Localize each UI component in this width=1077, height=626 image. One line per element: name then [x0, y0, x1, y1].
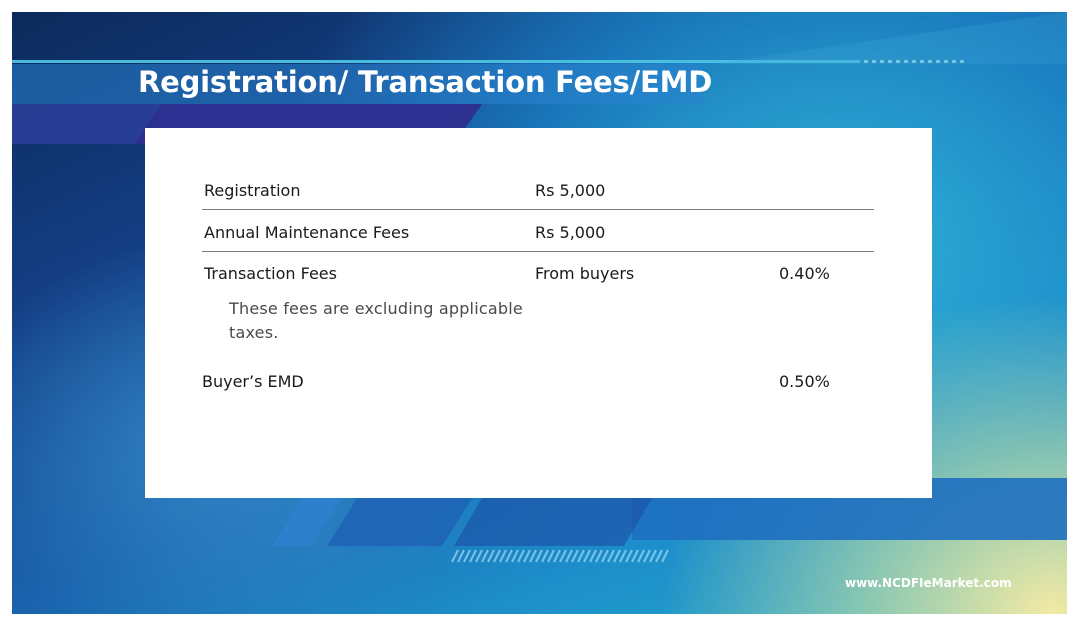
top-dash-pattern	[864, 60, 964, 63]
emd-rate: 0.50%	[779, 372, 830, 391]
slide-title: Registration/ Transaction Fees/EMD	[138, 65, 713, 99]
hatch-pattern-bottom	[451, 549, 669, 563]
fee-item-registration: Registration	[204, 181, 301, 200]
fee-amount-annual-maintenance: Rs 5,000	[535, 223, 606, 242]
bottom-slant-shapes	[272, 498, 652, 546]
row-divider	[202, 209, 874, 210]
fee-detail-transaction: From buyers	[535, 264, 635, 283]
emd-item: Buyer’s EMD	[202, 372, 304, 391]
website-footer: www.NCDFIeMarket.com	[845, 576, 1012, 590]
right-triangle-shape	[712, 12, 1067, 64]
top-accent-line	[12, 60, 860, 63]
tax-note: These fees are excluding applicable taxe…	[229, 299, 523, 342]
fee-item-transaction: Transaction Fees	[204, 264, 337, 283]
fees-card: Registration Rs 5,000 Annual Maintenance…	[145, 128, 932, 498]
row-divider	[202, 251, 874, 252]
fee-amount-registration: Rs 5,000	[535, 181, 606, 200]
slide: Registration/ Transaction Fees/EMD Regis…	[12, 12, 1067, 614]
fee-item-annual-maintenance: Annual Maintenance Fees	[204, 223, 410, 242]
title-band-light	[12, 64, 702, 104]
fee-rate-transaction: 0.40%	[779, 264, 830, 283]
